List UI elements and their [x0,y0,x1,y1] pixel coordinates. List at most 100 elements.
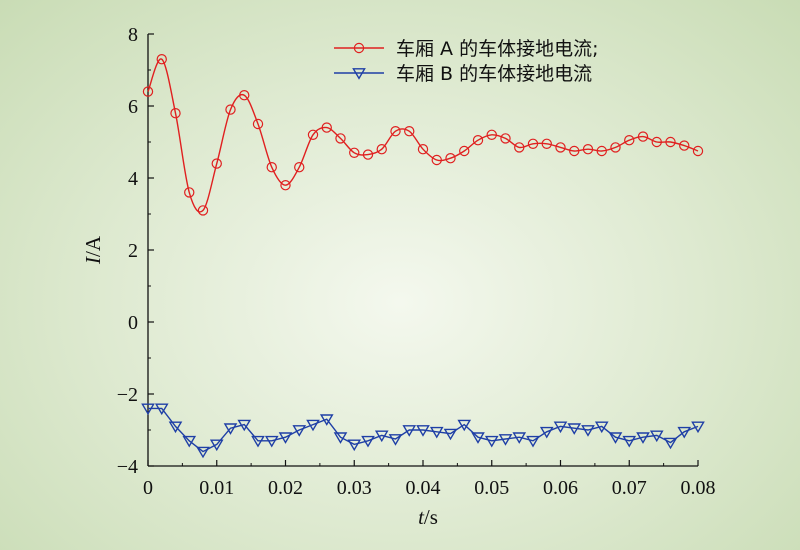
data-point [196,446,210,459]
data-point [539,426,554,439]
data-point [677,426,692,439]
data-point [429,426,444,439]
data-point [209,439,224,452]
data-point [569,145,580,157]
data-point [555,142,566,153]
x-axis-unit: /s [424,505,438,529]
data-point [280,179,291,191]
x-tick-label: 0.04 [406,477,441,499]
x-tick-label: 0.07 [612,477,647,499]
data-point [637,131,649,142]
y-axis-variable: I [81,256,105,265]
legend-marker [352,68,366,80]
data-point [541,138,552,149]
legend-label: 车厢 B 的车体接地电流 [396,63,592,85]
data-point [443,428,458,441]
y-tick-label: 8 [128,24,138,46]
data-point [237,419,252,432]
legend-marker [353,42,365,54]
data-point [582,143,594,155]
data-point [362,149,374,160]
data-point [294,161,305,173]
data-point [649,430,664,443]
data-point [457,419,472,432]
data-point [182,435,197,448]
x-axis-ticks: 0 0.01 0.02 0.03 0.04 0.05 0.06 0.07 0.08 [143,460,716,499]
data-point [692,145,704,157]
data-point [225,104,236,115]
y-axis-title: I/A [81,235,105,265]
data-point [459,145,470,157]
x-tick-label: 0 [143,477,153,499]
data-point [471,432,485,444]
data-point [349,147,360,158]
data-point [484,435,499,448]
x-tick-label: 0.01 [199,477,234,499]
data-point [278,432,293,444]
data-point [622,435,637,448]
data-point [390,125,401,137]
x-tick-label: 0.02 [268,477,303,499]
data-point [197,205,209,216]
data-point [498,434,513,446]
data-point [168,421,183,434]
y-tick-label: 0 [128,312,138,334]
data-point [665,136,676,148]
data-point [663,437,678,450]
data-point [223,423,238,435]
data-point [388,434,403,446]
data-point [335,133,346,144]
data-point [553,421,568,434]
data-point [596,145,607,157]
data-point [266,161,277,173]
data-point [402,425,417,437]
data-point [486,129,497,140]
y-tick-label: 2 [128,240,138,262]
data-point [472,134,484,146]
data-point [251,435,265,448]
y-tick-label: 6 [128,96,138,118]
data-point [527,138,539,149]
x-tick-label: 0.05 [474,477,509,499]
legend-label: 车厢 A 的车体接地电流; [396,38,598,60]
data-point [581,425,595,437]
series-b [141,403,705,459]
data-point [170,107,181,119]
data-point [184,187,195,198]
data-point [636,432,650,444]
data-point [154,403,169,416]
data-point [431,154,442,166]
x-tick-label: 0.08 [681,477,716,499]
data-point [567,423,582,435]
data-point [608,432,623,444]
data-point [651,136,662,148]
data-point [264,435,279,448]
data-point [141,403,155,416]
series-line [147,58,699,213]
series-layer [141,54,705,459]
data-point [211,158,222,169]
y-axis-ticks: −4 −2 0 2 4 6 8 [117,24,154,478]
data-point [321,122,332,133]
legend-item: 车厢 A 的车体接地电流; [334,38,598,60]
x-tick-label: 0.06 [543,477,578,499]
data-point [624,134,635,146]
series-line [148,407,699,453]
data-point [319,414,334,426]
y-tick-label: −2 [117,384,138,406]
data-point [679,140,690,151]
data-point [526,435,540,448]
data-point [374,430,389,443]
data-point [361,435,375,448]
data-point [594,421,609,434]
series-a [142,54,704,216]
data-point [156,54,167,65]
y-axis-unit: /A [81,235,105,257]
data-point [500,133,511,144]
data-point [306,419,320,432]
x-axis-variable: t [418,505,425,529]
data-point [404,125,415,137]
x-tick-label: 0.03 [337,477,372,499]
data-point [347,439,362,452]
